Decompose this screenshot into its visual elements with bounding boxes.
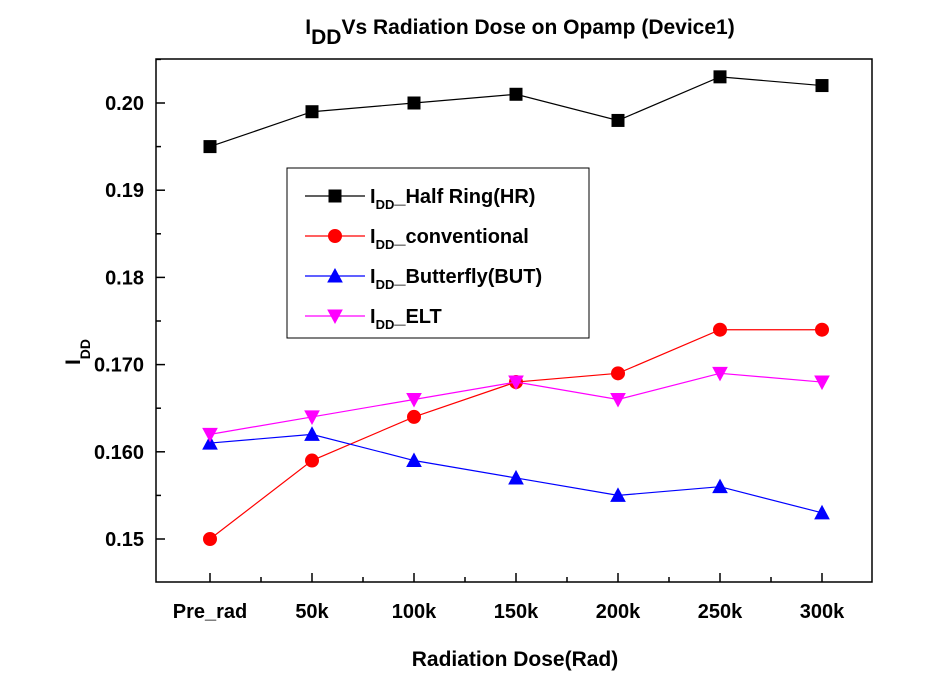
series-layer xyxy=(202,70,830,546)
data-point xyxy=(202,427,218,443)
legend-entry: IDD_ELT xyxy=(305,306,442,332)
x-tick-label: 200k xyxy=(596,601,641,623)
chart-title-main: I xyxy=(305,16,311,39)
legend-marker xyxy=(328,189,342,203)
legend-entry: IDD_Butterfly(BUT) xyxy=(305,266,542,292)
data-point xyxy=(815,79,829,93)
x-tick-label: Pre_rad xyxy=(173,601,248,623)
data-point xyxy=(304,426,320,441)
x-tick-label: 100k xyxy=(392,601,437,623)
data-point xyxy=(814,375,830,391)
y-tick-label: 0.170 xyxy=(94,355,144,377)
legend-label: IDD_Half Ring(HR) xyxy=(370,186,535,212)
y-axis-label-main: I xyxy=(62,359,85,365)
data-point xyxy=(814,504,830,520)
series-conventional xyxy=(203,322,829,546)
y-tick-label: 0.160 xyxy=(94,442,144,464)
chart-title-sub: DD xyxy=(311,26,341,49)
y-axis-label-sub: DD xyxy=(77,339,93,359)
y-tick-label: 0.18 xyxy=(105,267,144,289)
chart-title: IDDVs Radiation Dose on Opamp (Device1) xyxy=(305,16,734,49)
data-point xyxy=(712,366,728,382)
series-line xyxy=(209,329,822,540)
y-tick-label: 0.15 xyxy=(105,529,144,551)
legend-marker xyxy=(328,229,342,243)
data-point xyxy=(508,375,524,391)
x-axis-label: Radiation Dose(Rad) xyxy=(412,648,619,671)
chart-title-rest: Vs Radiation Dose on Opamp (Device1) xyxy=(341,16,734,39)
legend-entry: IDD_Half Ring(HR) xyxy=(305,186,535,212)
data-point xyxy=(815,322,829,337)
data-point xyxy=(406,452,422,468)
legend-label: IDD_ELT xyxy=(370,306,442,332)
x-tick-label: 50k xyxy=(295,601,329,623)
series-line xyxy=(209,76,823,148)
x-tick-label: 300k xyxy=(800,601,845,623)
data-point xyxy=(610,392,626,408)
data-point xyxy=(305,105,319,119)
series-Butterfly(BUT) xyxy=(202,426,830,520)
data-point xyxy=(509,87,523,101)
data-point xyxy=(407,96,421,110)
data-point xyxy=(713,322,727,337)
data-point xyxy=(202,435,218,450)
legend: IDD_Half Ring(HR) IDD_conventional IDD_But… xyxy=(286,167,590,339)
data-point xyxy=(304,410,320,425)
legend-label: IDD_Butterfly(BUT) xyxy=(370,266,542,292)
data-point xyxy=(407,409,421,424)
y-axis-label: IDD xyxy=(62,339,93,365)
series-Half Ring(HR) xyxy=(203,70,829,154)
data-point xyxy=(611,113,625,127)
x-axis-ticks: Pre_rad 50k 100k 150k 200k 250k 300k xyxy=(173,573,845,623)
legend-marker xyxy=(327,309,343,325)
y-tick-label: 0.20 xyxy=(105,93,144,115)
data-point xyxy=(610,487,626,502)
x-tick-label: 150k xyxy=(494,601,539,623)
legend-label: IDD_conventional xyxy=(370,226,529,252)
data-point xyxy=(203,140,217,154)
series-ELT xyxy=(202,366,830,443)
y-axis-ticks: 0.15 0.160 0.170 0.18 0.19 0.20 xyxy=(94,58,165,551)
data-point xyxy=(611,366,625,381)
y-tick-label: 0.19 xyxy=(105,180,144,202)
data-point xyxy=(508,469,524,485)
legend-entry: IDD_conventional xyxy=(305,226,529,252)
data-point xyxy=(713,70,727,84)
legend-marker xyxy=(327,267,343,283)
data-point xyxy=(305,453,319,468)
data-point xyxy=(203,532,217,546)
data-point xyxy=(406,392,422,408)
data-point xyxy=(712,478,728,494)
x-tick-label: 250k xyxy=(698,601,743,623)
